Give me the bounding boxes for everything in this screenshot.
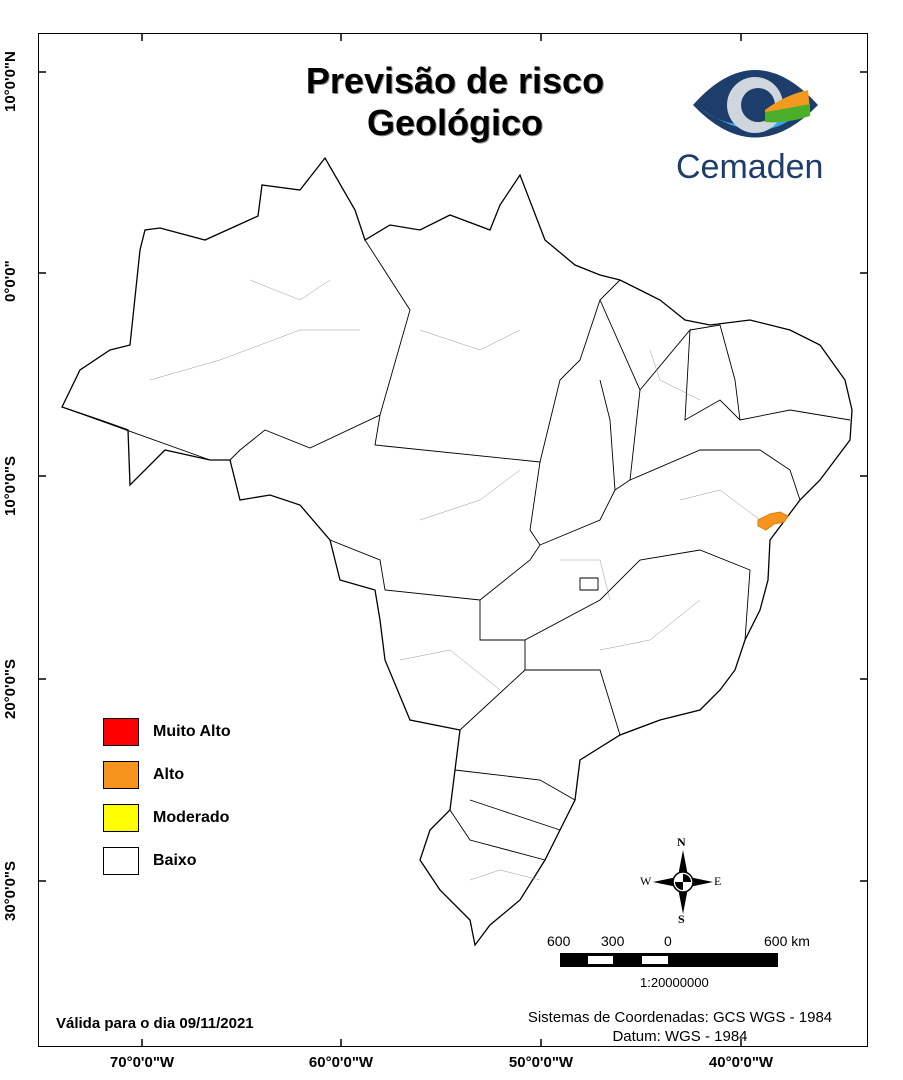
- compass-w: W: [640, 874, 652, 888]
- map-frame: [38, 33, 868, 1047]
- north-arrow-compass: [653, 850, 713, 914]
- scale-label: 300: [601, 933, 625, 949]
- lat-label: 10°0'0"S: [2, 455, 19, 516]
- datum-text: Datum: WGS - 1984: [612, 1028, 748, 1045]
- legend-item: Alto: [103, 753, 231, 796]
- compass-s: S: [678, 912, 685, 926]
- legend-label: Muito Alto: [153, 722, 231, 740]
- compass-n: N: [677, 835, 686, 849]
- logo-text: Cemaden: [676, 148, 824, 186]
- crs-text: Sistemas de Coordenadas: GCS WGS - 1984: [527, 1009, 833, 1026]
- legend-item: Baixo: [103, 839, 231, 882]
- compass-e: E: [714, 874, 722, 888]
- lat-label: 20°0'0"S: [2, 658, 19, 719]
- legend-label: Moderado: [153, 808, 230, 826]
- lon-label: 40°0'0"W: [708, 1054, 774, 1071]
- legend-item: Muito Alto: [103, 710, 231, 753]
- lon-label: 60°0'0"W: [308, 1054, 374, 1071]
- legend-swatch: [103, 803, 139, 832]
- valid-date: Válida para o dia 09/11/2021: [56, 1015, 254, 1032]
- legend-swatch: [103, 717, 139, 746]
- scale-bar: [560, 953, 778, 967]
- title-line-1: Previsão de risco: [305, 60, 605, 101]
- legend-label: Alto: [153, 765, 185, 783]
- scale-label: 600: [547, 933, 571, 949]
- lat-label: 10°0'0"N: [2, 51, 19, 112]
- state-borders: [61, 239, 851, 861]
- legend-swatch: [103, 846, 139, 875]
- legend-item: Moderado: [103, 796, 231, 839]
- scale-ratio: 1:20000000: [640, 975, 709, 990]
- scale-label: 0: [664, 933, 672, 949]
- legend-label: Baixo: [153, 851, 197, 869]
- mesoregion-borders: [149, 279, 761, 881]
- legend: Muito Alto Alto Moderado Baixo: [103, 710, 231, 882]
- graticule-ticks: [38, 33, 868, 1047]
- scale-label: 600 km: [764, 933, 810, 949]
- lon-label: 70°0'0"W: [109, 1054, 175, 1071]
- title-line-2: Geológico: [366, 102, 543, 143]
- lon-label: 50°0'0"W: [508, 1054, 574, 1071]
- coordinate-system: Sistemas de Coordenadas: GCS WGS - 1984 …: [490, 1008, 870, 1046]
- legend-swatch: [103, 760, 139, 789]
- lat-label: 30°0'0"S: [2, 860, 19, 921]
- map-title: Previsão de risco Geológico: [240, 60, 670, 144]
- lat-label: 0°0'0": [2, 260, 19, 302]
- risk-area-alto: [757, 511, 789, 531]
- brazil-outline: [61, 156, 853, 947]
